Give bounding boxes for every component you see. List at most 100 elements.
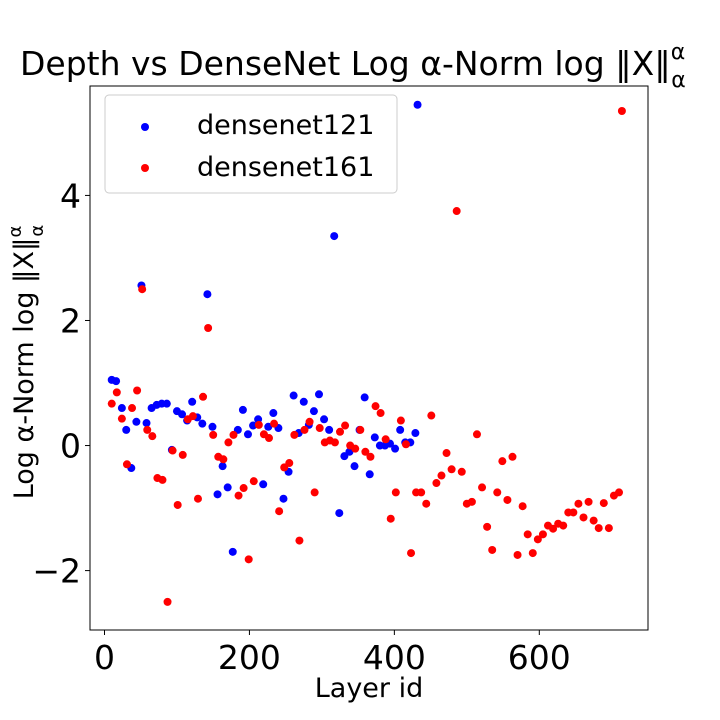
data-point-densenet121 — [213, 490, 222, 499]
data-point-densenet121 — [122, 425, 131, 434]
data-point-densenet121 — [243, 430, 252, 439]
data-point-densenet161 — [361, 447, 370, 456]
data-point-densenet161 — [133, 386, 142, 395]
data-point-densenet161 — [549, 524, 558, 533]
legend-label-densenet161: densenet161 — [197, 152, 374, 183]
data-point-densenet161 — [447, 465, 456, 474]
data-point-densenet161 — [427, 411, 436, 420]
data-point-densenet161 — [391, 488, 400, 497]
data-point-densenet161 — [604, 524, 613, 533]
data-point-densenet121 — [299, 397, 308, 406]
data-point-densenet161 — [452, 207, 461, 216]
data-point-densenet161 — [117, 414, 126, 423]
data-point-densenet161 — [371, 402, 380, 411]
data-point-densenet161 — [285, 459, 294, 468]
y-axis-title-subscript: α — [27, 225, 48, 237]
data-point-densenet161 — [417, 488, 426, 497]
data-point-densenet161 — [239, 484, 248, 493]
legend-marker-densenet121 — [141, 123, 149, 131]
data-point-densenet161 — [234, 491, 243, 500]
data-point-densenet161 — [224, 438, 233, 447]
data-point-densenet161 — [488, 545, 497, 554]
data-point-densenet161 — [219, 455, 228, 464]
data-point-densenet161 — [401, 440, 410, 449]
data-point-densenet121 — [228, 547, 237, 556]
data-point-densenet161 — [173, 500, 182, 509]
y-tick-label: −2 — [32, 552, 81, 591]
data-point-densenet161 — [204, 323, 213, 332]
data-point-densenet161 — [599, 499, 608, 508]
data-point-densenet161 — [518, 502, 527, 511]
data-point-densenet161 — [351, 444, 360, 453]
data-point-densenet121 — [325, 425, 334, 434]
data-point-densenet161 — [513, 550, 522, 559]
y-axis-title-group: Log α-Norm log ‖X‖αα — [5, 225, 48, 500]
data-point-densenet161 — [472, 430, 481, 439]
data-point-densenet161 — [310, 488, 319, 497]
data-point-densenet161 — [305, 417, 314, 426]
data-point-densenet161 — [138, 285, 147, 294]
data-point-densenet161 — [366, 452, 375, 461]
data-point-densenet161 — [538, 530, 547, 539]
data-point-densenet161 — [168, 446, 177, 455]
data-point-densenet161 — [128, 404, 137, 413]
chart-title: Depth vs DenseNet Log α-Norm log ‖X‖α α — [20, 40, 686, 93]
data-point-densenet161 — [589, 516, 598, 525]
data-point-densenet121 — [218, 462, 227, 471]
x-tick-label: 600 — [508, 638, 571, 677]
plot-frame — [89, 85, 649, 631]
data-point-densenet161 — [615, 488, 624, 497]
data-point-densenet161 — [381, 435, 390, 444]
data-point-densenet161 — [295, 536, 304, 545]
data-point-densenet161 — [275, 507, 284, 516]
data-point-densenet161 — [270, 419, 279, 428]
data-point-densenet161 — [483, 522, 492, 531]
data-point-densenet121 — [208, 422, 217, 431]
data-point-densenet121 — [249, 421, 258, 430]
data-point-densenet161 — [617, 107, 626, 116]
data-point-densenet161 — [330, 438, 339, 447]
data-point-densenet161 — [478, 483, 487, 492]
data-point-densenet121 — [289, 391, 298, 400]
data-point-densenet161 — [498, 457, 507, 466]
data-point-densenet121 — [365, 470, 374, 479]
data-point-densenet121 — [198, 419, 207, 428]
data-point-densenet121 — [279, 494, 288, 503]
data-point-densenet161 — [229, 430, 238, 439]
data-point-densenet121 — [335, 509, 344, 518]
data-point-densenet121 — [370, 433, 379, 442]
data-point-densenet161 — [143, 425, 152, 434]
ticks-layer: 0 200 400 600 −2 0 2 4 — [32, 176, 570, 677]
data-point-densenet161 — [594, 524, 603, 533]
data-point-densenet161 — [290, 430, 299, 439]
data-point-densenet121 — [223, 483, 232, 492]
data-point-densenet121 — [314, 390, 323, 399]
data-point-densenet161 — [264, 434, 273, 443]
data-point-densenet161 — [579, 513, 588, 522]
data-point-densenet161 — [569, 508, 578, 517]
points-layer — [107, 100, 626, 606]
legend-marker-densenet161 — [141, 164, 149, 172]
data-point-densenet161 — [422, 499, 431, 508]
data-point-densenet161 — [584, 497, 593, 506]
data-point-densenet161 — [163, 597, 172, 606]
data-point-densenet161 — [467, 497, 476, 506]
data-point-densenet161 — [574, 499, 583, 508]
data-point-densenet161 — [112, 388, 121, 397]
data-point-densenet121 — [188, 397, 197, 406]
data-point-densenet121 — [360, 393, 369, 402]
data-point-densenet161 — [178, 450, 187, 459]
data-point-densenet121 — [330, 232, 339, 241]
data-point-densenet121 — [117, 404, 126, 413]
y-tick-label: 2 — [60, 301, 81, 340]
data-point-densenet161 — [432, 479, 441, 488]
data-point-densenet161 — [244, 555, 253, 564]
y-axis-title-text: Log α-Norm log ‖X‖ — [9, 237, 40, 499]
data-point-densenet161 — [300, 425, 309, 434]
y-axis-title-superscript: α — [5, 226, 26, 238]
data-point-densenet161 — [336, 427, 345, 436]
data-point-densenet161 — [122, 460, 131, 469]
legend: densenet121 densenet161 — [104, 94, 398, 194]
data-point-densenet121 — [391, 444, 400, 453]
